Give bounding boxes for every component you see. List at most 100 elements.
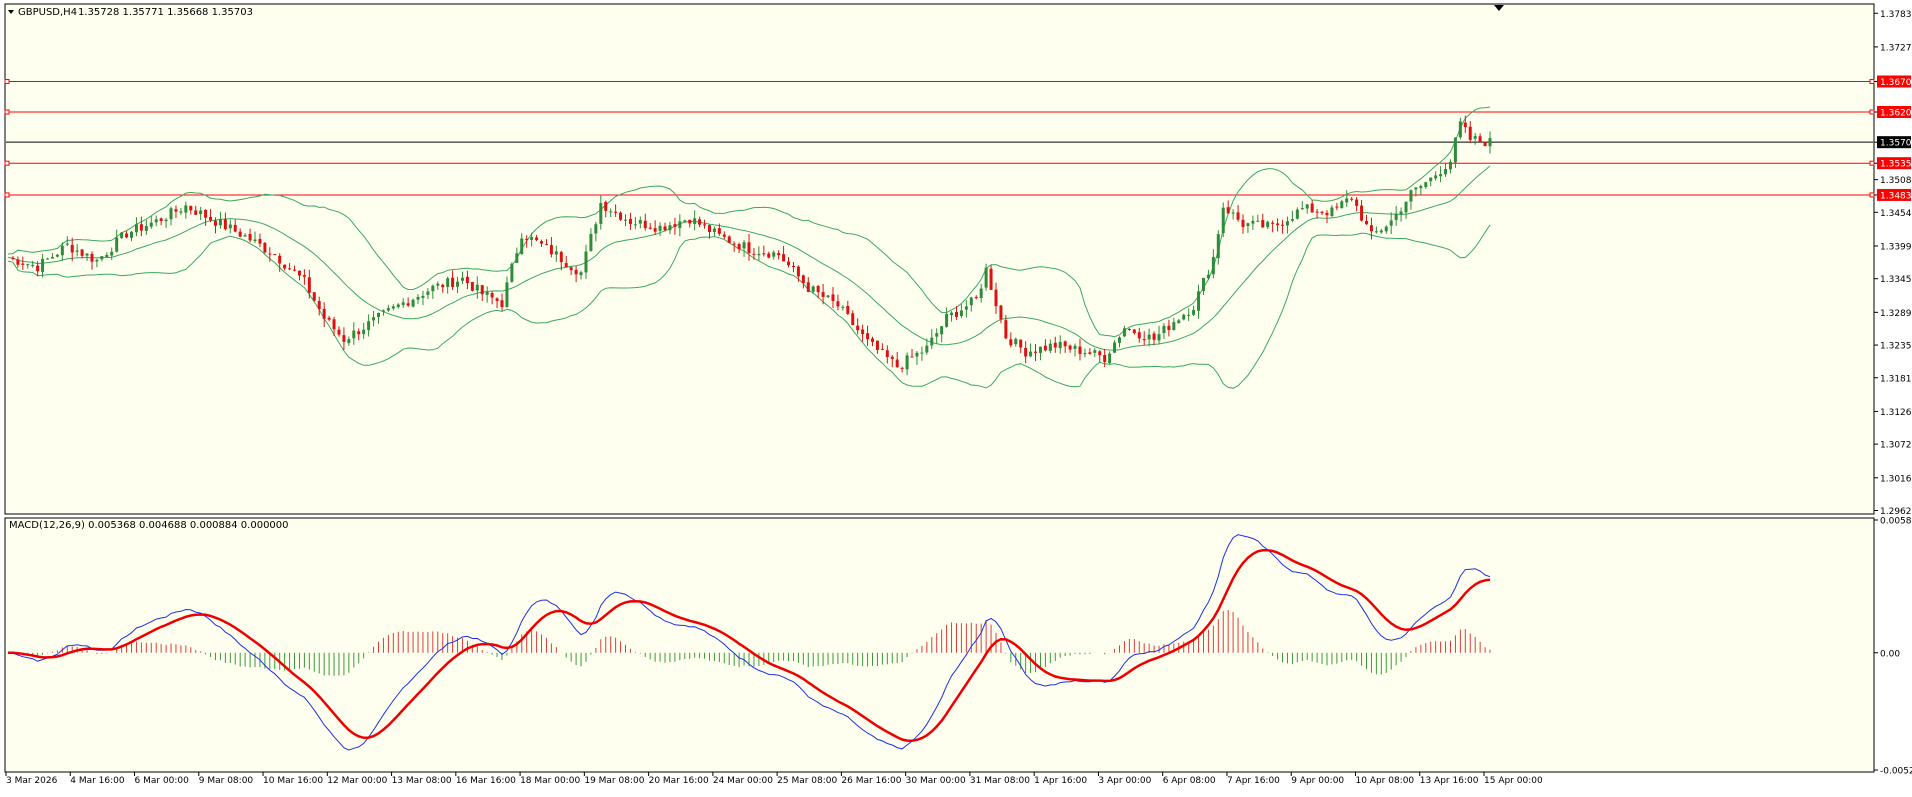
candle-body[interactable] [495,298,499,301]
candle-body[interactable] [554,251,558,255]
candle-body[interactable] [530,237,534,240]
macd-panel[interactable] [4,517,1875,773]
candle-body[interactable] [1424,182,1428,188]
candle-body[interactable] [1389,220,1393,226]
candle-body[interactable] [1458,121,1462,138]
candle-body[interactable] [456,281,460,287]
candle-body[interactable] [1256,220,1260,222]
candle-body[interactable] [1187,314,1191,316]
candle-body[interactable] [347,339,351,344]
candle-body[interactable] [1177,320,1181,324]
candle-body[interactable] [352,330,356,339]
candle-body[interactable] [584,251,588,273]
candle-body[interactable] [130,231,133,238]
candle-body[interactable] [139,224,143,231]
candle-body[interactable] [268,253,272,255]
candle-body[interactable] [915,352,919,357]
candle-body[interactable] [317,301,321,310]
candle-body[interactable] [688,219,692,224]
candle-body[interactable] [307,277,311,293]
candle-body[interactable] [1122,328,1126,337]
candle-body[interactable] [470,281,474,291]
candle-body[interactable] [1226,207,1230,214]
candle-body[interactable] [460,277,464,281]
candle-body[interactable] [60,245,64,256]
candle-body[interactable] [1350,198,1354,200]
candle-body[interactable] [525,238,529,241]
candle-body[interactable] [1053,342,1057,348]
candle-body[interactable] [633,224,637,226]
candle-body[interactable] [1048,343,1052,351]
candle-body[interactable] [1429,177,1433,182]
candle-body[interactable] [831,294,835,301]
candle-body[interactable] [1152,333,1156,340]
candle-body[interactable] [189,205,193,211]
candle-body[interactable] [134,224,138,233]
candle-body[interactable] [1073,345,1077,349]
candle-body[interactable] [213,220,217,226]
candle-body[interactable] [1453,137,1457,163]
candle-body[interactable] [1295,209,1299,219]
candle-body[interactable] [1211,257,1215,275]
candle-body[interactable] [41,258,45,272]
candle-body[interactable] [1078,346,1082,354]
candle-body[interactable] [1118,337,1121,343]
candle-body[interactable] [1043,345,1047,351]
candle-body[interactable] [643,220,647,229]
candle-body[interactable] [451,277,455,288]
candle-body[interactable] [223,219,227,230]
candle-body[interactable] [1419,185,1423,189]
candle-body[interactable] [194,210,198,215]
candle-body[interactable] [1448,161,1452,170]
candle-body[interactable] [762,253,766,255]
candle-body[interactable] [228,224,232,229]
level-handle[interactable] [4,192,10,198]
candle-body[interactable] [149,222,153,227]
candle-body[interactable] [1029,351,1033,357]
candle-body[interactable] [989,268,993,290]
level-handle[interactable] [4,79,10,85]
candle-body[interactable] [935,333,939,337]
candle-body[interactable] [174,209,178,212]
candle-body[interactable] [791,265,795,267]
candle-body[interactable] [1355,199,1359,206]
candle-body[interactable] [732,243,736,245]
candle-body[interactable] [925,345,929,353]
level-handle[interactable] [1869,160,1875,166]
candle-body[interactable] [811,286,815,292]
candle-body[interactable] [1404,201,1408,213]
candle-body[interactable] [1192,310,1196,315]
candle-body[interactable] [1034,351,1038,353]
candle-body[interactable] [411,299,415,307]
candle-body[interactable] [258,238,262,244]
candle-body[interactable] [1216,234,1220,259]
candle-body[interactable] [1483,141,1487,147]
candle-body[interactable] [1142,339,1146,341]
candle-body[interactable] [485,292,489,295]
candle-body[interactable] [21,263,25,265]
candle-body[interactable] [1369,225,1373,232]
candle-body[interactable] [1365,220,1368,225]
candle-body[interactable] [1271,222,1275,224]
candle-body[interactable] [218,219,222,226]
candle-body[interactable] [707,225,711,232]
candle-body[interactable] [648,227,652,229]
candle-body[interactable] [1197,291,1201,311]
candle-body[interactable] [945,313,949,327]
candle-body[interactable] [856,325,860,331]
candle-body[interactable] [1024,348,1028,357]
candle-body[interactable] [377,312,380,317]
candle-body[interactable] [559,252,563,263]
candle-body[interactable] [569,267,573,271]
candle-body[interactable] [154,219,158,223]
candle-body[interactable] [332,319,336,330]
candle-body[interactable] [50,256,54,259]
candle-body[interactable] [727,236,731,243]
candle-body[interactable] [717,228,721,234]
candle-body[interactable] [1068,345,1072,350]
candle-body[interactable] [1201,277,1205,291]
candle-body[interactable] [722,234,726,237]
candle-body[interactable] [1384,226,1388,232]
candle-body[interactable] [747,242,751,253]
candle-body[interactable] [26,264,30,266]
